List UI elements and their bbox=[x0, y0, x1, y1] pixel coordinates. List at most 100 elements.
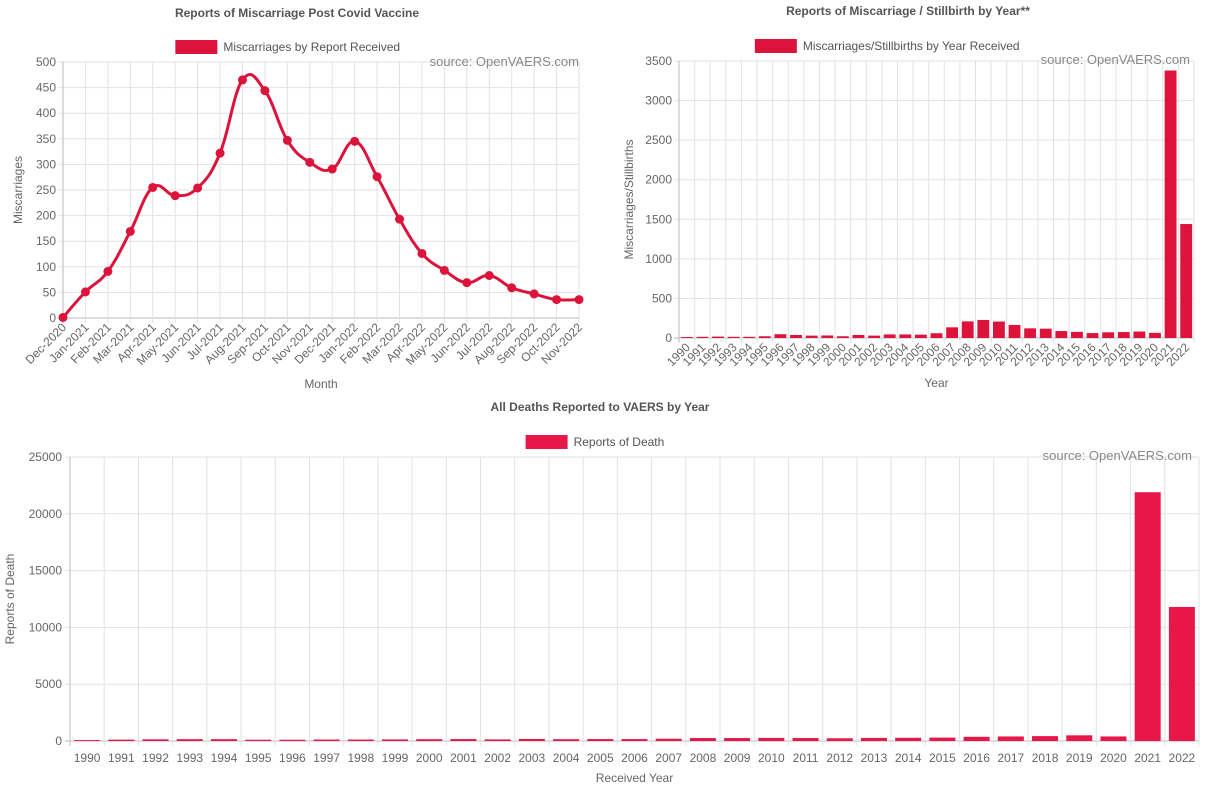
data-point[interactable] bbox=[372, 172, 382, 182]
bar[interactable] bbox=[1133, 331, 1146, 338]
bar[interactable] bbox=[1008, 324, 1021, 338]
bar[interactable] bbox=[774, 334, 787, 338]
data-point[interactable] bbox=[484, 271, 494, 281]
data-point[interactable] bbox=[237, 75, 247, 85]
bar[interactable] bbox=[347, 739, 374, 741]
data-point[interactable] bbox=[282, 135, 292, 145]
bar[interactable] bbox=[1149, 332, 1161, 338]
y-tick-label: 500 bbox=[36, 55, 56, 69]
data-point[interactable] bbox=[395, 214, 405, 224]
bar[interactable] bbox=[450, 739, 477, 741]
bar[interactable] bbox=[946, 327, 959, 338]
bar[interactable] bbox=[1134, 492, 1161, 741]
x-tick-label: 2007 bbox=[655, 751, 682, 765]
bar[interactable] bbox=[914, 334, 927, 338]
data-point[interactable] bbox=[58, 312, 68, 322]
bar[interactable] bbox=[883, 334, 896, 338]
bar[interactable] bbox=[836, 336, 849, 338]
bar[interactable] bbox=[1086, 333, 1099, 338]
bar[interactable] bbox=[416, 739, 443, 741]
bar[interactable] bbox=[1024, 328, 1037, 338]
x-tick-label: 2021 bbox=[1134, 751, 1161, 765]
bar[interactable] bbox=[1071, 331, 1083, 338]
bar[interactable] bbox=[553, 739, 580, 741]
bar[interactable] bbox=[758, 737, 785, 741]
bar[interactable] bbox=[805, 335, 818, 338]
bar[interactable] bbox=[680, 337, 693, 338]
bar[interactable] bbox=[1102, 332, 1115, 338]
data-point[interactable] bbox=[439, 265, 449, 275]
bar[interactable] bbox=[712, 336, 724, 338]
data-point[interactable] bbox=[350, 136, 360, 146]
data-point[interactable] bbox=[462, 278, 472, 288]
bar[interactable] bbox=[743, 336, 756, 338]
data-point[interactable] bbox=[574, 295, 584, 305]
data-point[interactable] bbox=[193, 183, 203, 193]
bar[interactable] bbox=[1055, 331, 1068, 338]
bar[interactable] bbox=[821, 335, 834, 338]
bar[interactable] bbox=[382, 739, 409, 741]
bar[interactable] bbox=[484, 739, 511, 741]
data-point[interactable] bbox=[80, 287, 90, 297]
bar[interactable] bbox=[860, 737, 887, 741]
bar[interactable] bbox=[587, 739, 614, 741]
bar[interactable] bbox=[792, 738, 819, 741]
bar[interactable] bbox=[724, 738, 751, 741]
bar[interactable] bbox=[868, 335, 881, 338]
data-point[interactable] bbox=[125, 226, 135, 236]
legend-swatch[interactable] bbox=[754, 39, 797, 53]
data-point[interactable] bbox=[103, 266, 113, 276]
bar[interactable] bbox=[210, 739, 237, 741]
bar[interactable] bbox=[929, 737, 956, 741]
bar[interactable] bbox=[655, 738, 682, 741]
bar[interactable] bbox=[689, 738, 716, 741]
bar[interactable] bbox=[142, 739, 169, 741]
data-point[interactable] bbox=[260, 86, 270, 96]
bar[interactable] bbox=[899, 334, 912, 338]
bar[interactable] bbox=[1032, 736, 1059, 741]
bar[interactable] bbox=[176, 739, 203, 741]
data-point[interactable] bbox=[327, 164, 337, 174]
legend-label[interactable]: Miscarriages by Report Received bbox=[223, 40, 400, 54]
bar[interactable] bbox=[895, 737, 922, 741]
bar[interactable] bbox=[992, 321, 1005, 338]
bar[interactable] bbox=[1039, 328, 1052, 338]
data-point[interactable] bbox=[305, 157, 315, 167]
data-point[interactable] bbox=[507, 283, 517, 293]
bar[interactable] bbox=[279, 739, 306, 741]
bar[interactable] bbox=[518, 738, 545, 741]
bar[interactable] bbox=[758, 336, 771, 338]
bar[interactable] bbox=[977, 319, 990, 338]
data-point[interactable] bbox=[529, 289, 539, 299]
legend-swatch[interactable] bbox=[525, 435, 568, 449]
data-point[interactable] bbox=[417, 248, 427, 258]
bar[interactable] bbox=[930, 333, 943, 338]
data-point[interactable] bbox=[215, 148, 225, 158]
legend-label[interactable]: Reports of Death bbox=[574, 435, 665, 449]
bar[interactable] bbox=[1117, 332, 1130, 338]
bar[interactable] bbox=[1100, 736, 1127, 741]
legend-label[interactable]: Miscarriages/Stillbirths by Year Receive… bbox=[803, 39, 1020, 53]
bar[interactable] bbox=[997, 736, 1024, 741]
data-point[interactable] bbox=[552, 295, 562, 305]
bar[interactable] bbox=[826, 738, 853, 741]
legend-swatch[interactable] bbox=[175, 40, 218, 54]
y-tick-label: 100 bbox=[36, 260, 56, 274]
bar[interactable] bbox=[1168, 606, 1195, 741]
bar[interactable] bbox=[621, 739, 648, 741]
bar[interactable] bbox=[1180, 224, 1193, 338]
bar[interactable] bbox=[74, 740, 101, 741]
bar[interactable] bbox=[727, 336, 740, 338]
bar[interactable] bbox=[790, 334, 802, 338]
data-point[interactable] bbox=[148, 182, 158, 192]
bar[interactable] bbox=[313, 739, 340, 741]
data-point[interactable] bbox=[170, 191, 180, 201]
bar[interactable] bbox=[1066, 735, 1093, 741]
bar[interactable] bbox=[245, 739, 272, 741]
bar[interactable] bbox=[963, 736, 990, 741]
bar[interactable] bbox=[1164, 70, 1177, 339]
bar[interactable] bbox=[961, 321, 974, 338]
bar[interactable] bbox=[852, 334, 865, 338]
bar[interactable] bbox=[696, 336, 709, 338]
bar[interactable] bbox=[108, 739, 135, 741]
